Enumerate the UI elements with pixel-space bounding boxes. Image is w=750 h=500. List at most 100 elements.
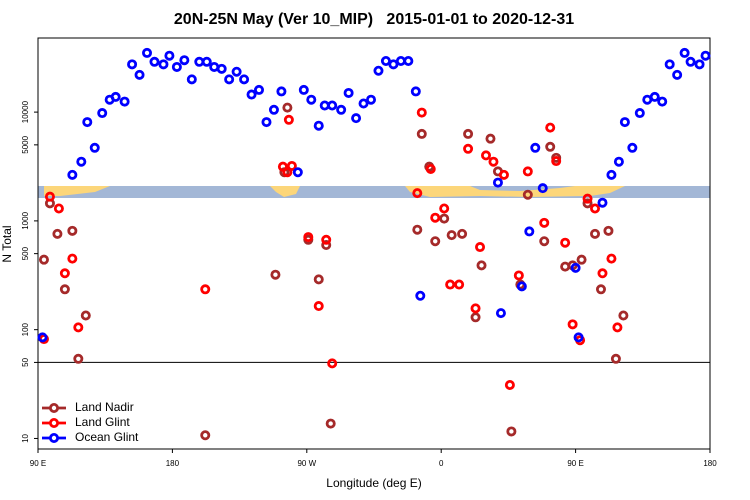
point <box>504 380 515 391</box>
point <box>582 198 593 209</box>
point <box>485 133 496 144</box>
point <box>664 59 675 70</box>
y-tick-label: 10 <box>21 433 30 442</box>
x-tick-label: 90 E <box>567 459 583 468</box>
point <box>67 169 78 180</box>
y-tick-label: 1000 <box>21 211 30 229</box>
point <box>89 142 100 153</box>
point <box>657 96 668 107</box>
point <box>416 128 427 139</box>
map-strip <box>38 186 710 198</box>
point <box>567 319 578 330</box>
point <box>351 113 362 124</box>
point <box>416 107 427 118</box>
point <box>492 177 503 188</box>
point <box>73 322 84 333</box>
point <box>254 84 265 95</box>
point <box>186 74 197 85</box>
point <box>283 114 294 125</box>
point <box>457 228 468 239</box>
point <box>73 353 84 364</box>
point <box>336 104 347 115</box>
point <box>573 332 584 343</box>
point <box>246 89 257 100</box>
point <box>59 268 70 279</box>
point <box>171 61 182 72</box>
point <box>470 303 481 314</box>
point <box>158 59 169 70</box>
point <box>590 203 601 214</box>
point <box>470 312 481 323</box>
point <box>430 212 441 223</box>
y-tick-label: 500 <box>21 246 30 260</box>
legend-marker <box>49 432 60 443</box>
point <box>498 169 509 180</box>
point <box>231 66 242 77</box>
point <box>327 100 338 111</box>
y-tick-label: 5000 <box>21 135 30 153</box>
point <box>545 122 556 133</box>
point <box>463 143 474 154</box>
point <box>597 268 608 279</box>
point <box>415 290 426 301</box>
point <box>627 142 638 153</box>
point <box>606 253 617 264</box>
point <box>358 98 369 109</box>
point <box>380 55 391 66</box>
point <box>216 63 227 74</box>
point <box>282 102 293 113</box>
point <box>388 59 399 70</box>
x-tick-label: 90 E <box>30 459 46 468</box>
point <box>439 213 450 224</box>
point <box>590 228 601 239</box>
point <box>476 260 487 271</box>
point <box>119 96 130 107</box>
point <box>38 254 49 265</box>
point <box>52 228 63 239</box>
legend-label: Ocean Glint <box>75 430 139 444</box>
x-tick-label: 180 <box>166 459 180 468</box>
point <box>679 47 690 58</box>
point <box>164 50 175 61</box>
point <box>366 94 377 105</box>
point <box>618 310 629 321</box>
x-tick-label: 90 W <box>297 459 316 468</box>
point <box>524 226 535 237</box>
y-tick-label: 10000 <box>21 100 30 123</box>
plot-frame <box>37 37 711 450</box>
point <box>551 156 562 167</box>
point <box>475 242 486 253</box>
y-axis-title: N Total <box>0 225 14 262</box>
x-axis-title: Longitude (deg E) <box>326 476 421 490</box>
point <box>685 56 696 67</box>
point <box>425 163 436 174</box>
chart-title: 20N-25N May (Ver 10_MIP) 2015-01-01 to 2… <box>174 11 574 28</box>
point <box>619 117 630 128</box>
point <box>82 117 93 128</box>
legend-marker <box>49 402 60 413</box>
point <box>373 65 384 76</box>
point <box>513 270 524 281</box>
point <box>560 237 571 248</box>
point <box>506 426 517 437</box>
point <box>463 128 474 139</box>
point <box>76 156 87 167</box>
point <box>321 240 332 251</box>
point <box>613 156 624 167</box>
point <box>522 166 533 177</box>
point <box>595 284 606 295</box>
point <box>286 160 297 171</box>
point <box>603 225 614 236</box>
point <box>403 55 414 66</box>
point <box>201 56 212 67</box>
point <box>224 74 235 85</box>
point <box>545 141 556 152</box>
point <box>59 284 70 295</box>
x-tick-label: 180 <box>703 459 717 468</box>
point <box>539 236 550 247</box>
point <box>313 274 324 285</box>
point <box>610 353 621 364</box>
point <box>700 50 711 61</box>
point <box>430 236 441 247</box>
